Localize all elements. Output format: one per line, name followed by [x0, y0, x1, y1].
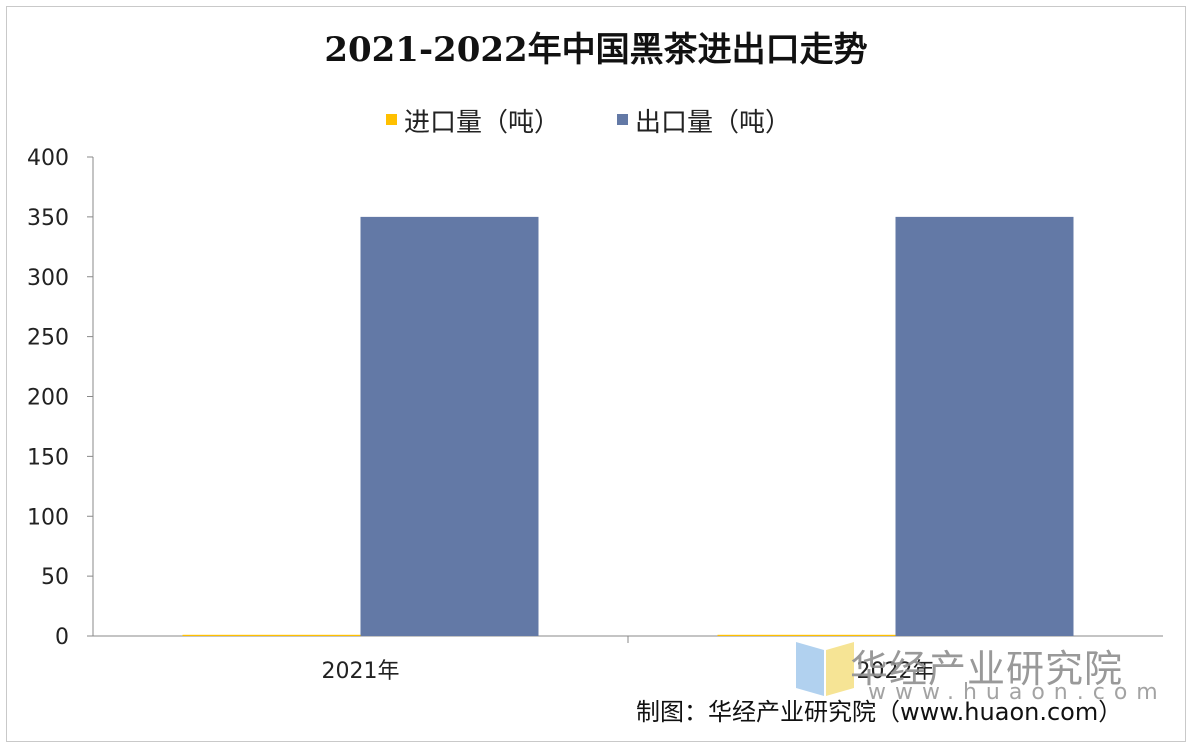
huaon-logo-icon: [796, 642, 854, 696]
bar-import-1: [182, 634, 361, 636]
x-tick-label: 2021年: [322, 659, 400, 684]
legend-swatch: [617, 114, 628, 125]
bar-import-2: [717, 634, 896, 636]
legend-label: 进口量（吨）: [404, 108, 560, 138]
y-tick-label: 50: [41, 565, 69, 590]
legend-label: 出口量（吨）: [635, 108, 791, 138]
watermark-title: 华经产业研究院: [850, 647, 1124, 691]
y-tick-label: 300: [27, 266, 69, 291]
legend-swatch: [386, 114, 397, 125]
chart-source-footer: 制图：华经产业研究院（www.huaon.com）: [636, 698, 1123, 726]
y-tick-label: 400: [27, 146, 69, 171]
bar-export-2: [895, 216, 1074, 636]
y-tick-label: 200: [27, 386, 69, 411]
y-tick-label: 0: [55, 625, 69, 650]
y-tick-label: 100: [27, 505, 69, 530]
y-tick-label: 250: [27, 326, 69, 351]
x-tick-label: 2022年: [857, 659, 935, 684]
y-tick-label: 350: [27, 206, 69, 231]
watermark: 华经产业研究院 www.huaon.com: [790, 636, 1170, 706]
y-tick-label: 150: [27, 445, 69, 470]
watermark-url: www.huaon.com: [868, 680, 1167, 705]
chart-title: 2021-2022年中国黑茶进出口走势: [324, 30, 868, 70]
bar-export-1: [360, 216, 539, 636]
